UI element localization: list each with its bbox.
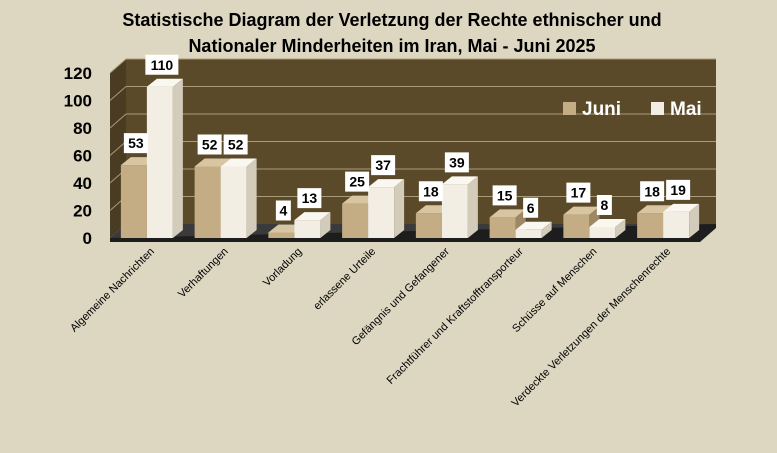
value-label: 13	[302, 190, 318, 206]
x-category-label: Schüsse auf Menschen	[510, 246, 599, 335]
value-label: 8	[600, 197, 608, 213]
bar-juni	[489, 217, 516, 238]
value-label: 6	[527, 200, 535, 216]
legend-swatch-juni	[563, 102, 576, 115]
chart-title-line: Nationaler Minderheiten im Iran, Mai - J…	[188, 36, 595, 56]
value-label-bg	[297, 188, 322, 209]
value-label-bg	[444, 152, 469, 173]
value-label-bg	[145, 54, 179, 75]
bar-mai-top	[441, 176, 478, 185]
gridline-side	[109, 86, 127, 101]
x-category-label: Algemeine Nachrichten	[68, 246, 157, 335]
value-label: 4	[279, 203, 287, 219]
value-label: 25	[349, 174, 365, 190]
value-label-bg	[197, 134, 222, 155]
value-label: 39	[449, 154, 465, 170]
bar-juni	[637, 213, 664, 238]
y-tick-label: 20	[73, 202, 92, 221]
bar-mai-side	[541, 221, 552, 238]
bar-mai-side	[615, 219, 626, 238]
bar-mai-side	[689, 203, 700, 238]
bar-mai-side	[467, 176, 478, 238]
bar-mai-top	[589, 219, 626, 227]
legend-swatch-mai	[651, 102, 664, 115]
bar-mai	[220, 166, 247, 238]
value-label: 53	[128, 135, 144, 151]
bar-juni	[268, 232, 295, 238]
value-label-bg	[640, 181, 665, 202]
value-label: 19	[670, 182, 686, 198]
y-tick-label: 0	[83, 229, 92, 248]
value-label: 110	[151, 57, 174, 73]
bar-mai-top	[146, 78, 183, 87]
bar-juni	[415, 213, 442, 238]
bar-juni	[563, 214, 590, 238]
bar-juni	[342, 203, 369, 238]
value-label: 15	[497, 187, 513, 203]
bar-mai-side	[394, 179, 405, 238]
value-label-bg	[523, 197, 539, 218]
bar-juni	[194, 166, 221, 238]
x-category-label: Verdeckte Verletzungen der Menschenrecht…	[510, 246, 674, 410]
value-label-bg	[418, 181, 443, 202]
gridline-side	[109, 113, 127, 129]
value-label-bg	[371, 155, 396, 176]
bar-mai	[146, 86, 173, 238]
value-label-bg	[492, 185, 517, 206]
value-label-bg	[345, 171, 370, 192]
value-label: 37	[375, 157, 391, 173]
bar-mai-top	[294, 212, 331, 221]
bar-mai	[589, 227, 616, 238]
bar-juni	[120, 165, 147, 238]
chart-title-line: Statistische Diagram der Verletzung der …	[122, 10, 661, 30]
value-label: 52	[228, 137, 244, 153]
value-label: 18	[644, 183, 660, 199]
x-category-label: Vorladung	[261, 246, 305, 290]
value-label-bg	[275, 200, 291, 221]
bar-mai	[663, 211, 690, 238]
value-label: 52	[202, 137, 218, 153]
value-label-bg	[596, 195, 612, 215]
y-tick-label: 40	[73, 174, 92, 193]
bar-juni-top	[489, 209, 526, 218]
legend-label-juni: Juni	[582, 99, 621, 120]
x-category-label: Verhaftungen	[176, 246, 231, 301]
bar-mai-side	[172, 78, 183, 238]
bar-mai-top	[220, 158, 257, 167]
value-label: 18	[423, 183, 439, 199]
value-label-bg	[566, 182, 591, 203]
value-label-bg	[123, 133, 148, 154]
bar-mai	[368, 187, 395, 238]
bar-mai-side	[320, 212, 331, 238]
x-category-label: erlassene Urteile	[311, 246, 378, 313]
bar-mai-top	[515, 221, 552, 230]
y-tick-label: 120	[64, 64, 92, 83]
gridline-side	[109, 58, 127, 74]
bar-mai	[441, 184, 468, 238]
gridline-side	[109, 141, 127, 156]
bar-mai	[515, 229, 542, 238]
x-category-label: Frachtführer und Kraftstofftransporteur	[385, 245, 526, 386]
legend-label-mai: Mai	[670, 99, 702, 120]
bar-mai-top	[368, 179, 405, 188]
bar-mai	[294, 220, 321, 238]
value-label-bg	[223, 134, 248, 155]
y-tick-label: 80	[73, 119, 92, 138]
bar-mai-top	[663, 203, 700, 212]
value-label-bg	[666, 179, 691, 200]
bar-mai-side	[246, 158, 257, 238]
y-tick-label: 100	[64, 92, 92, 111]
bar-juni-top	[563, 206, 600, 215]
y-tick-label: 60	[73, 147, 92, 166]
value-label: 17	[571, 185, 587, 201]
bar-juni-top	[194, 158, 231, 167]
